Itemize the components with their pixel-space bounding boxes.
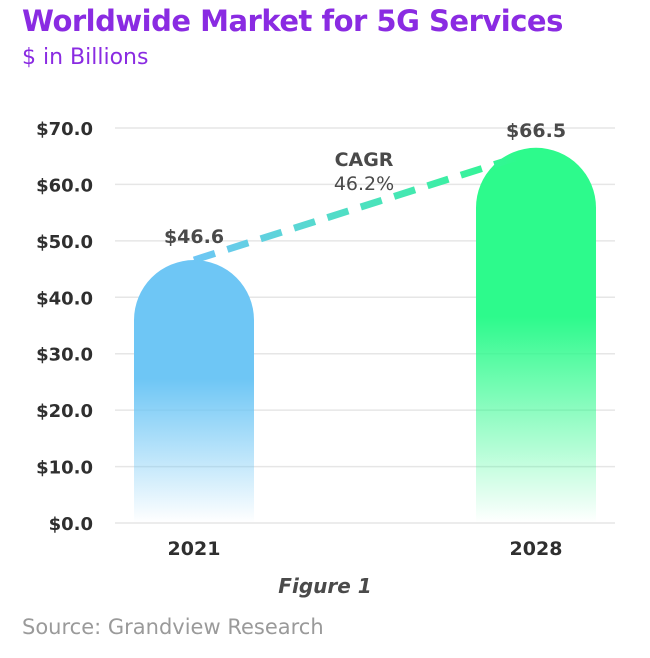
- data-label-2021: $46.6: [164, 226, 224, 248]
- y-tick-label: $70.0: [36, 119, 93, 140]
- y-tick-label: $30.0: [36, 345, 93, 366]
- cagr-value: 46.2%: [334, 173, 394, 195]
- source-note: Source: Grandview Research: [22, 615, 324, 639]
- cagr-label: CAGR: [335, 149, 394, 171]
- y-tick-label: $50.0: [36, 232, 93, 253]
- data-label-2028: $66.5: [506, 120, 566, 142]
- x-tick-label: 2028: [510, 538, 563, 560]
- y-tick-label: $10.0: [36, 458, 93, 479]
- bar-2021: [134, 260, 254, 523]
- x-tick-label: 2021: [168, 538, 221, 560]
- chart-subtitle: $ in Billions: [22, 45, 149, 70]
- y-tick-label: $0.0: [49, 514, 93, 535]
- chart-title: Worldwide Market for 5G Services: [22, 4, 563, 38]
- cagr-trend-line: [192, 152, 524, 264]
- bar-2028: [476, 147, 596, 523]
- y-tick-label: $20.0: [36, 401, 93, 422]
- y-tick-label: $60.0: [36, 175, 93, 196]
- y-tick-label: $40.0: [36, 288, 93, 309]
- figure-caption: Figure 1: [278, 574, 372, 598]
- bar-chart: $0.0$10.0$20.0$30.0$40.0$50.0$60.0$70.0 …: [36, 119, 615, 560]
